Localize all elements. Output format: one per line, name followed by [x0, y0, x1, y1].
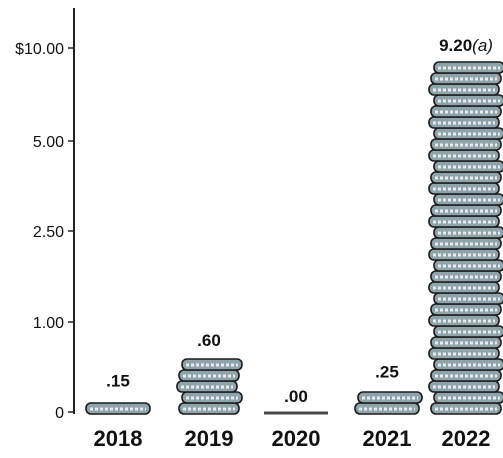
coin: [433, 259, 503, 272]
category-label: 2022: [442, 426, 491, 451]
coin: [430, 402, 502, 415]
y-tick-label: 0: [55, 405, 64, 422]
data-label-value: .60: [197, 331, 221, 350]
coin: [433, 193, 503, 206]
y-tick-label: $10.00: [15, 41, 64, 58]
data-label-value: 9.20: [439, 36, 472, 55]
bar-2019: [176, 358, 243, 415]
coin: [428, 215, 500, 228]
data-label: 9.20(a): [439, 36, 493, 55]
category-label: 2018: [94, 426, 143, 451]
category-label: 2020: [272, 426, 321, 451]
coin: [428, 380, 500, 393]
coin: [181, 358, 243, 371]
data-label: .00: [284, 387, 308, 406]
coin: [354, 402, 420, 415]
coin: [428, 347, 500, 360]
coin: [433, 358, 503, 371]
coin: [430, 204, 502, 217]
data-label: .60: [197, 331, 221, 350]
data-label-value: .00: [284, 387, 308, 406]
coin: [430, 303, 502, 316]
coin: [430, 369, 502, 382]
coin: [428, 83, 500, 96]
bar-2021: [354, 391, 423, 415]
coin: [181, 391, 243, 404]
coin: [428, 281, 500, 294]
data-label: .15: [106, 372, 130, 391]
bars: [85, 61, 503, 415]
coin: [433, 127, 503, 140]
labels: .15 2018 .60 2019 .00 2020 .25 2021 9.20(a) 2022: [94, 36, 493, 451]
coin: [430, 105, 502, 118]
data-label: .25: [375, 363, 399, 382]
coin: [428, 182, 500, 195]
coin: [433, 292, 503, 305]
coin: [85, 402, 151, 415]
coin: [428, 149, 500, 162]
bar-2018: [85, 402, 151, 415]
coin: [428, 248, 500, 261]
y-tick-label: 1.00: [33, 315, 64, 332]
coin: [433, 160, 503, 173]
coin: [433, 226, 503, 239]
coin: [430, 237, 502, 250]
coin: [430, 336, 502, 349]
coin: [433, 391, 503, 404]
category-label: 2019: [185, 426, 234, 451]
y-tick-label: 2.50: [33, 224, 64, 241]
data-label-value: .25: [375, 363, 399, 382]
coin: [178, 369, 240, 382]
coin: [433, 61, 503, 74]
coin: [430, 72, 502, 85]
y-tick-label: 5.00: [33, 134, 64, 151]
category-label: 2021: [363, 426, 412, 451]
data-label-value: .15: [106, 372, 130, 391]
coin: [430, 270, 502, 283]
bar-2022: [428, 61, 503, 415]
coin: [430, 138, 502, 151]
coin: [428, 314, 500, 327]
coin: [428, 116, 500, 129]
coin: [433, 325, 503, 338]
coin: [178, 402, 240, 415]
axes: 0 1.00 2.50 5.00 $10.00: [15, 8, 75, 422]
coin: [430, 171, 502, 184]
coin: [357, 391, 423, 404]
data-label-note: (a): [472, 36, 493, 55]
coin: [433, 94, 503, 107]
coin: [176, 380, 238, 393]
